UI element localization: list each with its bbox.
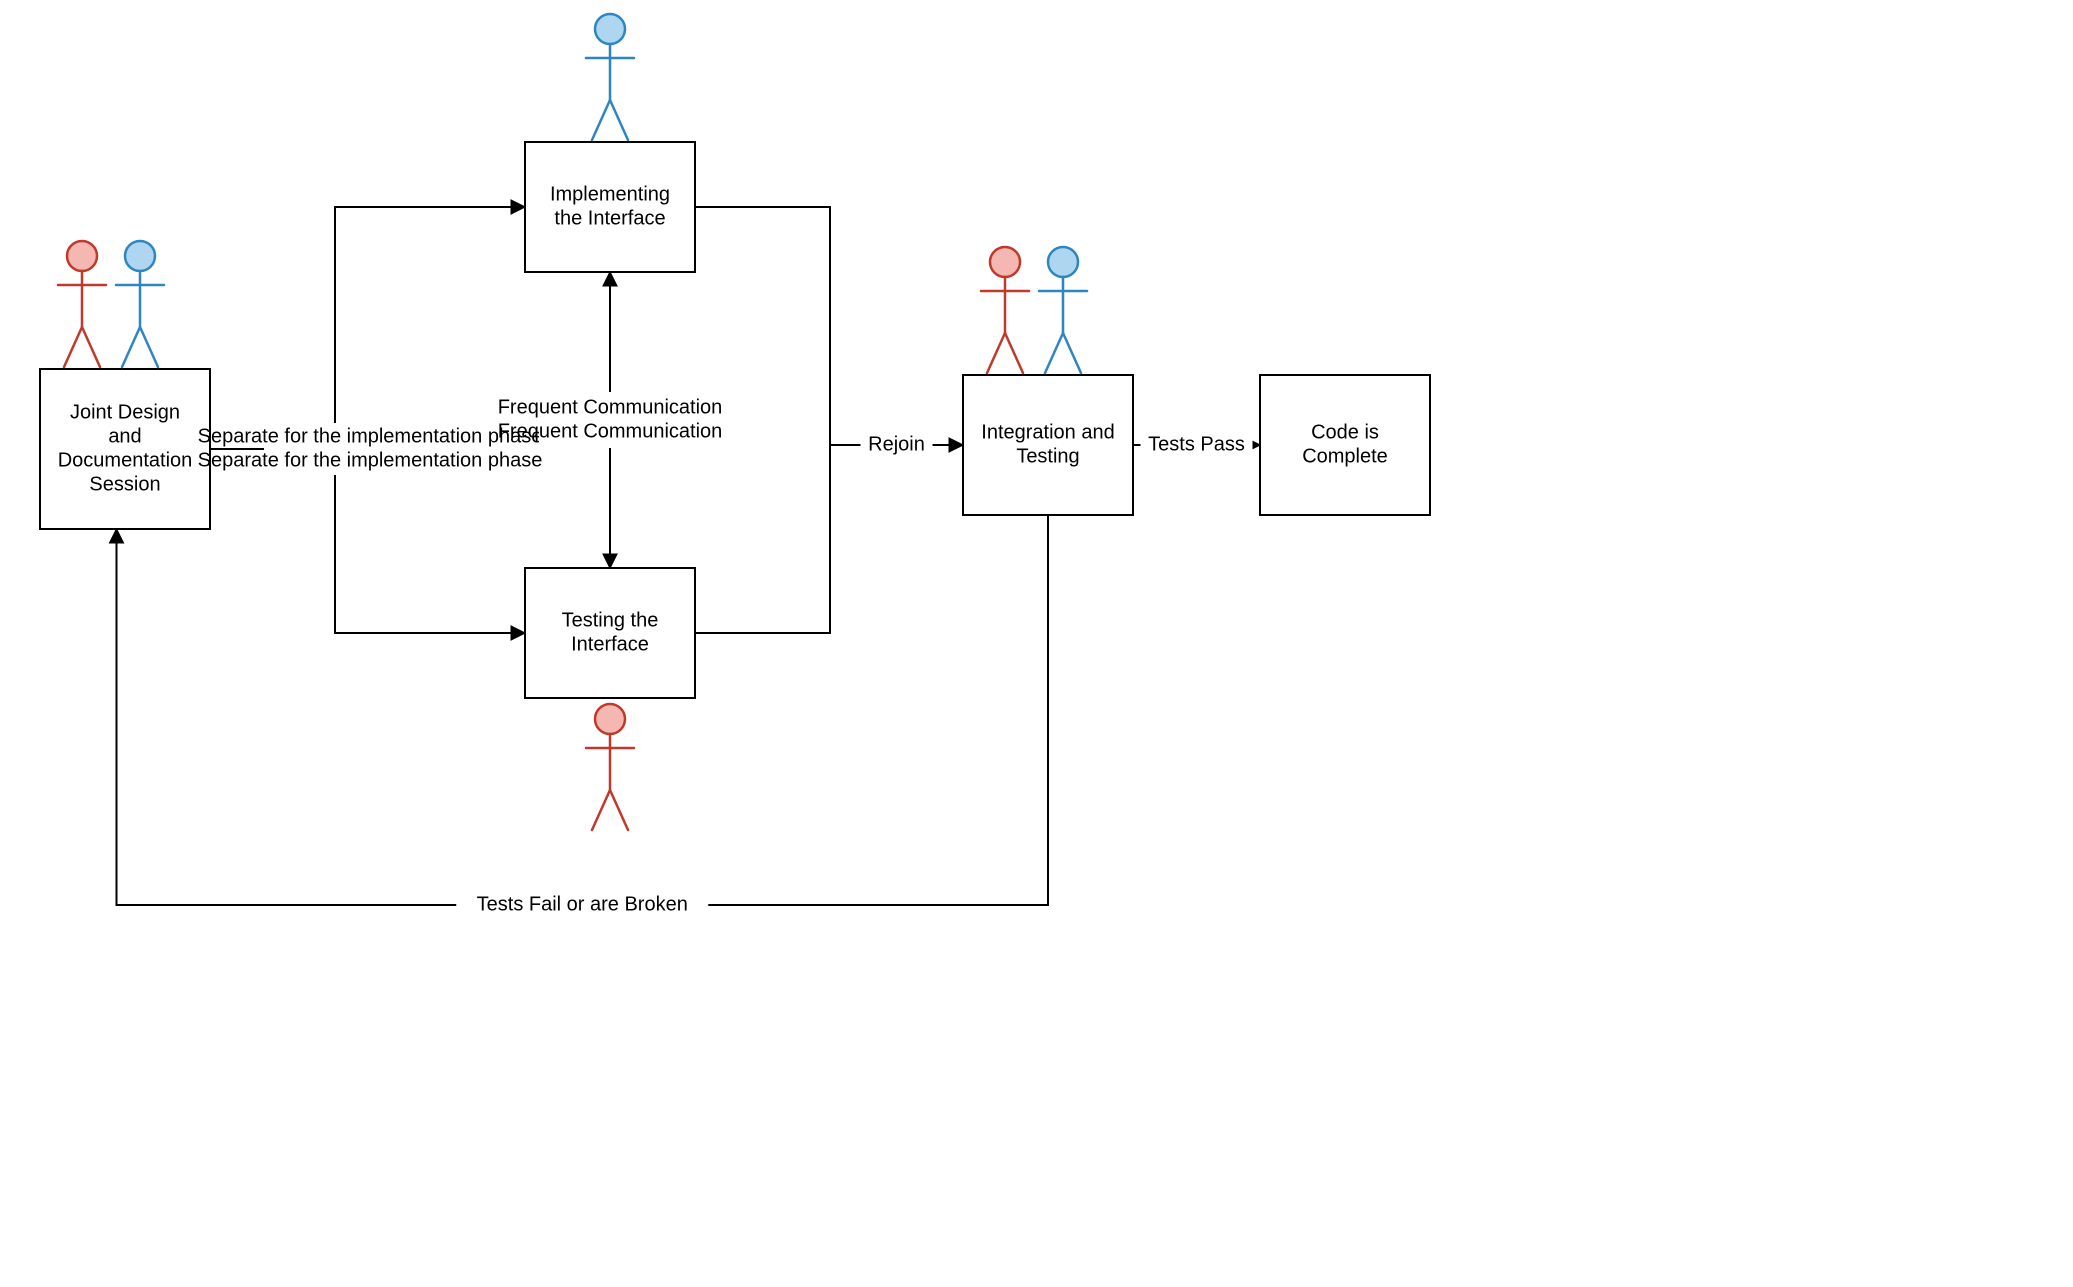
node-joint-label: Joint Design bbox=[70, 401, 180, 423]
edge-label: Separate for the implementation phase bbox=[198, 449, 543, 471]
edge-label: Frequent Communication bbox=[498, 420, 723, 442]
edge-label: Tests Fail or are Broken bbox=[477, 893, 688, 915]
node-complete-label: Complete bbox=[1302, 445, 1388, 467]
edges-layer bbox=[117, 207, 1261, 905]
actor-blue-icon bbox=[116, 241, 164, 367]
edge-label: Rejoin bbox=[868, 433, 925, 455]
node-impl-label: Implementing bbox=[550, 183, 670, 205]
node-impl-label: the Interface bbox=[554, 207, 665, 229]
edge-label: Separate for the implementation phase bbox=[198, 425, 543, 447]
actor-red-icon bbox=[981, 247, 1029, 373]
edge-to-impl bbox=[335, 207, 525, 449]
node-joint-label: Documentation bbox=[58, 449, 193, 471]
edge-label: Frequent Communication bbox=[498, 396, 723, 418]
node-test-label: Interface bbox=[571, 633, 649, 655]
edge-label: Tests Pass bbox=[1148, 433, 1245, 455]
edge-test-out bbox=[695, 445, 830, 633]
actor-blue-icon bbox=[1039, 247, 1087, 373]
actor-red-icon bbox=[586, 704, 634, 830]
actor-blue-icon bbox=[586, 14, 634, 140]
node-joint-label: Session bbox=[89, 473, 160, 495]
node-integ-label: Testing bbox=[1016, 445, 1079, 467]
node-complete-label: Code is bbox=[1311, 421, 1379, 443]
node-integ-label: Integration and bbox=[981, 421, 1114, 443]
boxes-layer: Joint DesignandDocumentationSession Imple… bbox=[40, 142, 1430, 698]
node-test-label: Testing the bbox=[562, 609, 659, 631]
node-joint-label: and bbox=[108, 425, 141, 447]
actor-red-icon bbox=[58, 241, 106, 367]
edge-to-test bbox=[335, 449, 525, 633]
